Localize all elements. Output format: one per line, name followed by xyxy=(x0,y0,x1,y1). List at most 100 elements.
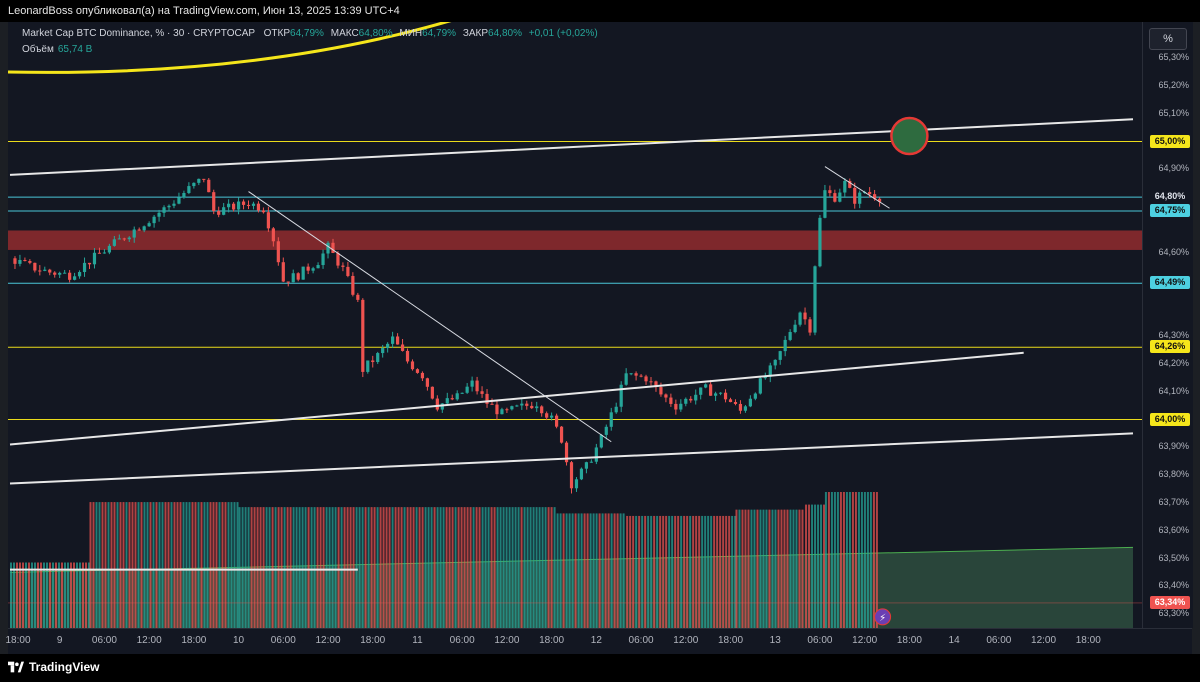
symbol-name[interactable]: Market Cap BTC Dominance, % · 30 · CRYPT… xyxy=(22,28,255,39)
candle-body xyxy=(738,403,743,411)
candle-body xyxy=(664,394,668,398)
candle-body xyxy=(704,384,708,388)
candle-body xyxy=(33,262,37,271)
middle-channel-line xyxy=(9,351,1024,446)
volume-bar xyxy=(92,502,95,628)
candle-body xyxy=(480,391,484,394)
volume-bar xyxy=(538,507,541,628)
price-scale[interactable]: % 65,30% 65,20% 65,10% 64,90% 64,60% 64,30% 64… xyxy=(1142,22,1193,628)
time-tick-label: 12:00 xyxy=(852,635,878,646)
candle-body xyxy=(405,350,410,362)
volume-bar xyxy=(535,507,538,628)
volume-bar xyxy=(134,502,137,628)
volume-bar xyxy=(451,507,454,628)
volume-bar xyxy=(789,509,792,628)
level-64-49-price-label: 64,49% xyxy=(1150,276,1190,290)
volume-bar xyxy=(179,502,182,628)
candle-body xyxy=(753,393,757,399)
volume-label[interactable]: Объём xyxy=(22,44,54,55)
price-tick-label: 63,70% xyxy=(1158,496,1189,507)
candle-body xyxy=(465,386,469,393)
level-64-75-price-label: 64,75% xyxy=(1150,204,1190,218)
candle-body xyxy=(371,360,375,363)
publisher-text: LeonardBoss опубликовал(а) на TradingVie… xyxy=(8,5,400,17)
candle-body xyxy=(187,186,191,193)
candle-body xyxy=(634,373,638,376)
volume-value: 65,74 B xyxy=(57,44,93,55)
volume-bar xyxy=(40,562,42,628)
volume-bar xyxy=(656,515,659,628)
candle-body xyxy=(232,203,236,210)
volume-bar xyxy=(493,507,496,628)
candle-body xyxy=(793,324,797,333)
candle-body xyxy=(743,406,748,411)
volume-bar xyxy=(475,507,478,628)
volume-bar xyxy=(707,515,710,628)
volume-bar xyxy=(638,515,641,628)
candle-body xyxy=(540,406,544,414)
price-tick-label: 64,10% xyxy=(1158,385,1189,396)
time-tick-label: 9 xyxy=(56,635,63,646)
volume-bar xyxy=(735,509,738,628)
candle-body xyxy=(455,393,459,400)
volume-bar xyxy=(616,513,619,628)
candle-body xyxy=(122,238,126,240)
volume-bar xyxy=(277,507,280,628)
time-scale[interactable]: 18:00 9 06:00 12:00 18:00 10 06:00 12:00 18:00 11… xyxy=(5,628,1192,655)
candle-body xyxy=(838,192,842,202)
volume-bar xyxy=(472,507,475,628)
volume-bar xyxy=(215,502,218,628)
volume-bar xyxy=(759,509,762,628)
level-63-34-price-label: 63,34% xyxy=(1150,595,1190,609)
candle-body xyxy=(192,182,196,187)
volume-bar xyxy=(415,507,418,628)
volume-bar xyxy=(839,492,842,628)
candle-body xyxy=(813,266,817,333)
volume-bar xyxy=(167,502,170,628)
volume-bar xyxy=(346,507,349,628)
candle-body xyxy=(227,203,231,208)
candle-body xyxy=(132,229,136,238)
percent-scale-button[interactable]: % xyxy=(1149,28,1187,50)
chart-plot-area[interactable]: ⚡ Market Cap BTC Dominance, % · 30 · CRY… xyxy=(8,22,1142,628)
volume-bar xyxy=(568,513,571,628)
volume-bar xyxy=(176,502,179,628)
candle-body xyxy=(381,348,385,354)
volume-bar xyxy=(101,502,104,628)
volume-bar xyxy=(161,502,164,628)
candle-body xyxy=(266,212,270,229)
volume-bar xyxy=(388,507,391,628)
volume-bar xyxy=(866,492,869,628)
volume-bar xyxy=(445,507,448,628)
level-65-00-price-label: 65,00% xyxy=(1150,134,1190,148)
candle-body xyxy=(137,229,141,231)
volume-bar xyxy=(517,507,520,628)
price-tick-label: 64,20% xyxy=(1158,357,1189,368)
volume-bar xyxy=(16,562,18,628)
volume-bar xyxy=(250,507,253,628)
volume-bar xyxy=(10,562,12,628)
candle-body xyxy=(848,180,852,188)
time-tick-label: 13 xyxy=(769,635,781,646)
open-value: 64,79% xyxy=(290,28,324,39)
volume-bar xyxy=(110,502,113,628)
candle-body xyxy=(415,369,420,373)
volume-bar xyxy=(629,515,632,628)
volume-bar xyxy=(604,513,607,628)
volume-bar xyxy=(532,507,535,628)
tradingview-logo[interactable]: TradingView xyxy=(8,660,99,674)
lightning-glyph[interactable]: ⚡ xyxy=(879,613,886,624)
volume-bar xyxy=(619,513,622,628)
volume-bar xyxy=(777,509,780,628)
volume-bar xyxy=(197,502,200,628)
price-tick-label: 64,90% xyxy=(1158,163,1189,174)
candle-body xyxy=(525,403,529,406)
price-tick-label: 63,60% xyxy=(1158,524,1189,535)
volume-bar xyxy=(704,515,707,628)
volume-bar xyxy=(833,492,836,628)
volume-bar xyxy=(741,509,744,628)
candle-body xyxy=(92,252,97,265)
candle-body xyxy=(674,403,678,410)
volume-bar xyxy=(343,507,346,628)
volume-bar xyxy=(265,507,268,628)
